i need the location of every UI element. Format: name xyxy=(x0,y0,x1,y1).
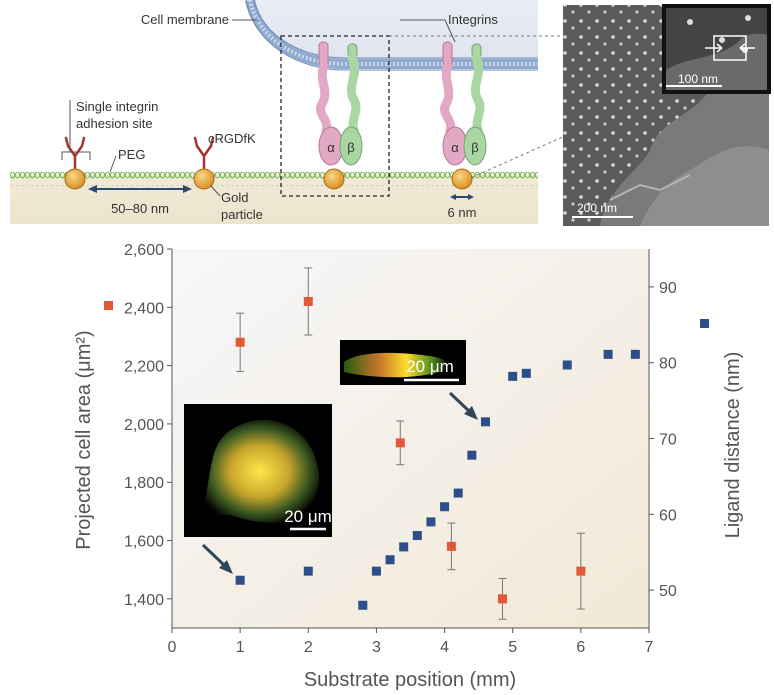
sem-scale-label: 200 nm xyxy=(577,201,617,215)
y-tick-label: 2,600 xyxy=(124,242,164,259)
ligand-distance-point xyxy=(508,371,518,381)
ligand-distance-point xyxy=(358,600,368,610)
ligand-distance-point xyxy=(440,502,450,512)
y2-tick-label: 50 xyxy=(659,583,677,600)
crgdfk-ligand xyxy=(64,136,86,170)
cell-area-point xyxy=(303,296,313,306)
gold-particle xyxy=(64,168,86,190)
label-gold-2: particle xyxy=(221,207,263,222)
ligand-distance-point xyxy=(521,368,531,378)
label-peg: PEG xyxy=(118,147,145,162)
ligand-distance-point xyxy=(399,542,409,552)
gold-particle xyxy=(451,168,473,190)
legend-marker-area xyxy=(104,301,113,310)
x-tick-label: 1 xyxy=(236,639,245,656)
x-tick-label: 3 xyxy=(372,639,381,656)
label-single-site-2: adhesion site xyxy=(76,116,153,131)
x-tick-label: 7 xyxy=(645,639,654,656)
ligand-distance-point xyxy=(412,531,422,541)
integrin-heterodimer: α β xyxy=(316,41,363,166)
label-integrins: Integrins xyxy=(448,12,498,27)
site-bracket xyxy=(61,151,91,160)
cell-area-point xyxy=(446,541,456,551)
ligand-distance-point xyxy=(303,566,313,576)
ligand-distance-point xyxy=(426,517,436,527)
cell-area-point xyxy=(395,438,405,448)
ligand-distance-point xyxy=(235,575,245,585)
integrin-heterodimer: α β xyxy=(440,41,487,166)
alpha-label: α xyxy=(327,140,335,155)
ligand-distance-point xyxy=(480,417,490,427)
label-spacing: 50–80 nm xyxy=(111,201,169,216)
x-tick-label: 2 xyxy=(304,639,313,656)
label-cell-membrane: Cell membrane xyxy=(141,12,229,27)
legend-marker-distance xyxy=(700,319,709,328)
ligand-distance-point xyxy=(562,360,572,370)
integrin-schematic: Cell membrane Integrins α β α β xyxy=(10,0,771,226)
y-tick-label: 2,200 xyxy=(124,359,164,376)
cell-area-chart: 0 1 2 3 4 5 6 7 1,400 1,600 1,800 2,000 2,200 2,400 2… xyxy=(73,242,744,691)
zoom-region-box xyxy=(280,35,390,197)
pointer-arrow xyxy=(201,543,233,574)
y2-axis-title: Ligand distance (nm) xyxy=(722,352,744,539)
y-tick-label: 1,600 xyxy=(124,534,164,551)
x-tick-label: 6 xyxy=(576,639,585,656)
crgdfk-ligand xyxy=(193,136,215,170)
y2-tick-label: 60 xyxy=(659,507,677,524)
gold-particle xyxy=(193,168,215,190)
y-axis-title: Projected cell area (μm²) xyxy=(73,330,95,549)
ligand-distance-point xyxy=(467,450,477,460)
inset-scale-label-large: 20 μm xyxy=(284,507,332,526)
y2-tick-label: 90 xyxy=(659,280,677,297)
peg-layer xyxy=(10,172,538,186)
gold-particle xyxy=(323,168,345,190)
x-axis-title: Substrate position (mm) xyxy=(304,669,516,691)
x-tick-label: 0 xyxy=(168,639,177,656)
pointer-arrow xyxy=(448,391,478,420)
beta-label: β xyxy=(471,140,478,155)
cell-image-inset-large: 20 μm xyxy=(184,404,332,537)
cell-area-point xyxy=(576,566,586,576)
cell-image-inset-small: 20 μm xyxy=(340,340,466,385)
y2-tick-label: 70 xyxy=(659,432,677,449)
beta-label: β xyxy=(347,140,354,155)
cell-area-point xyxy=(235,337,245,347)
y2-tick-label: 80 xyxy=(659,356,677,373)
sem-inset: 100 nm xyxy=(662,4,771,94)
alpha-label: α xyxy=(451,140,459,155)
label-single-site-1: Single integrin xyxy=(76,99,158,114)
y-tick-label: 1,800 xyxy=(124,475,164,492)
inset-scale-label-small: 20 μm xyxy=(406,357,454,376)
ligand-distance-point xyxy=(385,555,395,565)
label-gold-1: Gold xyxy=(221,190,248,205)
inset-scale-label: 100 nm xyxy=(678,72,718,86)
ligand-distance-point xyxy=(453,488,463,498)
x-tick-label: 4 xyxy=(440,639,449,656)
y-tick-label: 2,000 xyxy=(124,417,164,434)
x-tick-label: 5 xyxy=(508,639,517,656)
ligand-distance-point xyxy=(603,349,613,359)
ligand-distance-point xyxy=(371,566,381,576)
y-tick-label: 2,400 xyxy=(124,300,164,317)
label-six-nm: 6 nm xyxy=(448,205,477,220)
y-tick-label: 1,400 xyxy=(124,592,164,609)
ligand-distance-point xyxy=(630,349,640,359)
label-crgdfk: cRGDfK xyxy=(208,131,256,146)
cell-area-point xyxy=(497,594,507,604)
